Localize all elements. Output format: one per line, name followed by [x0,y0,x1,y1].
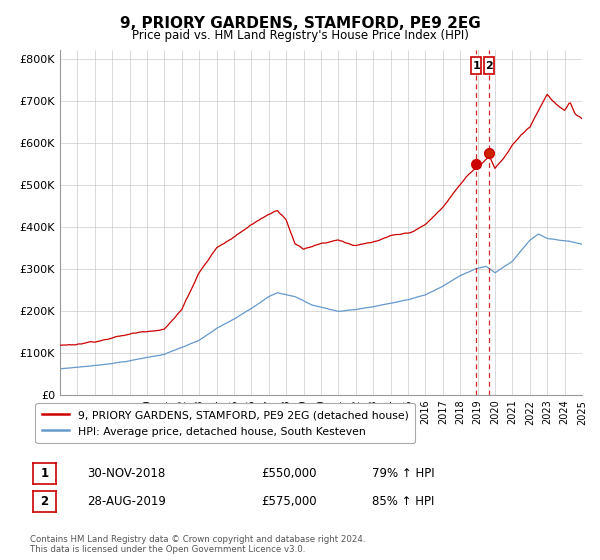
Legend: 9, PRIORY GARDENS, STAMFORD, PE9 2EG (detached house), HPI: Average price, detac: 9, PRIORY GARDENS, STAMFORD, PE9 2EG (de… [35,403,415,443]
FancyBboxPatch shape [484,57,494,74]
Text: 79% ↑ HPI: 79% ↑ HPI [372,466,434,480]
Text: Price paid vs. HM Land Registry's House Price Index (HPI): Price paid vs. HM Land Registry's House … [131,29,469,42]
Text: £575,000: £575,000 [261,494,317,508]
Text: 2: 2 [40,494,49,508]
Text: 2: 2 [485,60,493,71]
Text: Contains HM Land Registry data © Crown copyright and database right 2024.
This d: Contains HM Land Registry data © Crown c… [30,535,365,554]
Text: 28-AUG-2019: 28-AUG-2019 [87,494,166,508]
Text: 1: 1 [40,466,49,480]
Text: 1: 1 [472,60,480,71]
Text: 30-NOV-2018: 30-NOV-2018 [87,466,165,480]
FancyBboxPatch shape [472,57,481,74]
Text: £550,000: £550,000 [261,466,317,480]
Text: 9, PRIORY GARDENS, STAMFORD, PE9 2EG: 9, PRIORY GARDENS, STAMFORD, PE9 2EG [119,16,481,31]
Text: 85% ↑ HPI: 85% ↑ HPI [372,494,434,508]
